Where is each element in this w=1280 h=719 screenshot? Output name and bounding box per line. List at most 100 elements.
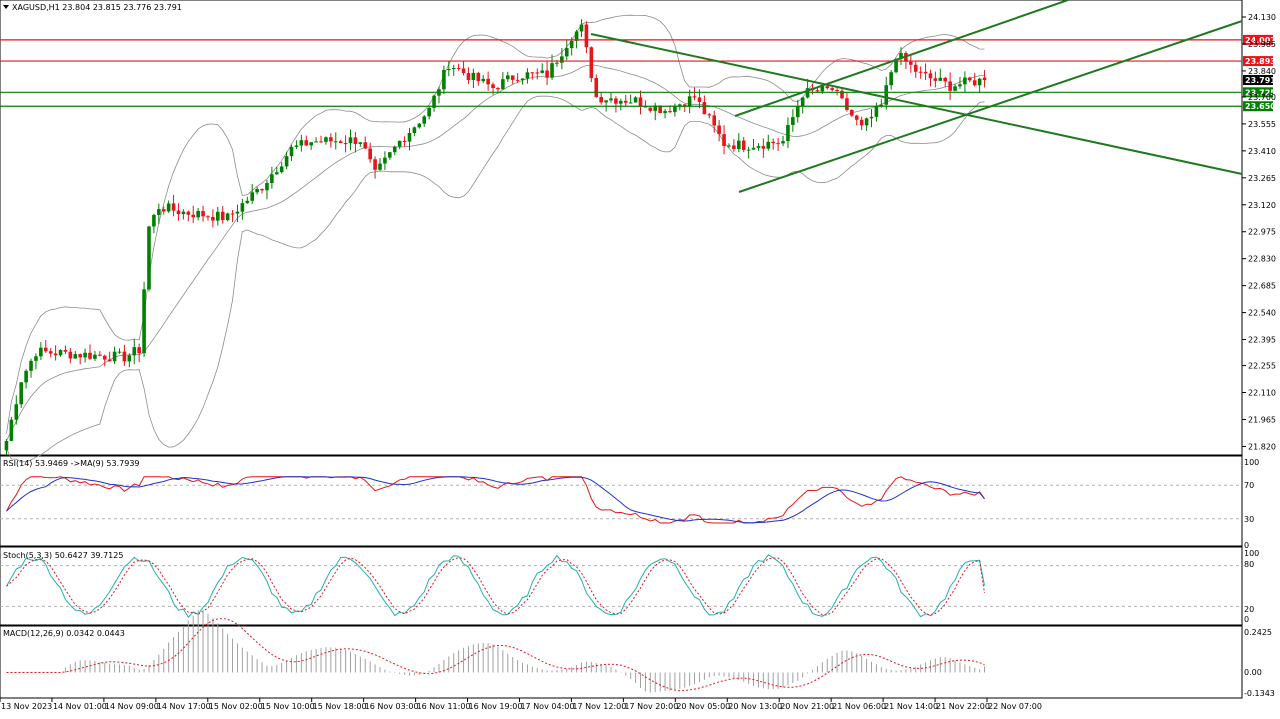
candle-body <box>673 105 677 113</box>
candle-body <box>486 78 490 85</box>
candle-body <box>319 141 323 143</box>
price-tick-label: 22.540 <box>1248 309 1276 318</box>
candle-body <box>520 78 525 80</box>
trendline-2[interactable] <box>734 0 1069 117</box>
candle-body <box>800 97 805 107</box>
candle-body <box>619 100 623 104</box>
candle-body <box>324 137 328 142</box>
time-tick-label: 20 Nov 05:00 <box>676 702 730 711</box>
candle-body <box>127 355 132 362</box>
candle-body <box>43 347 48 352</box>
candle-body <box>447 68 451 71</box>
candle-body <box>407 132 412 142</box>
candle-body <box>451 68 456 70</box>
time-tick-label: 21 Nov 14:00 <box>884 702 938 711</box>
candle-body <box>343 143 348 145</box>
candle-body <box>771 141 775 144</box>
rsi-pane[interactable] <box>0 455 1243 547</box>
candle-body <box>540 70 544 73</box>
candle-body <box>869 116 874 119</box>
time-tick-label: 15 Nov 02:00 <box>209 702 263 711</box>
price-tick-label: 23.985 <box>1248 40 1276 49</box>
candle-body <box>766 141 771 149</box>
candle-body <box>397 140 402 147</box>
candle-body <box>39 347 43 357</box>
candle-body <box>211 216 215 221</box>
candle-body <box>348 137 353 144</box>
candle-body <box>220 211 225 221</box>
candle-body <box>181 211 186 215</box>
candle-body <box>230 213 235 215</box>
candle-body <box>899 53 903 59</box>
candle-body <box>112 351 117 362</box>
time-tick-label: 22 Nov 07:00 <box>988 702 1042 711</box>
main-price-pane[interactable] <box>0 0 1243 456</box>
candle-body <box>982 77 987 81</box>
candle-body <box>299 140 304 146</box>
candle-body <box>746 149 751 151</box>
bollinger-lower-line <box>6 95 985 463</box>
level-tag-24.007 <box>1243 34 1273 45</box>
trendline-3[interactable] <box>738 20 1243 193</box>
symbol-dropdown-icon[interactable] <box>3 5 9 9</box>
candle-body <box>161 209 166 212</box>
candle-body <box>972 80 977 86</box>
candle-body <box>78 354 82 358</box>
candle-body <box>388 152 392 158</box>
candle-body <box>574 31 579 41</box>
candlestick-series <box>4 19 987 456</box>
candle-body <box>53 353 58 356</box>
candle-body <box>958 84 962 87</box>
trendline-1[interactable] <box>590 33 1243 175</box>
candle-body <box>776 143 780 145</box>
candle-body <box>850 109 854 116</box>
rsi-label: RSI(14) 53.9469 ->MA(9) 53.7939 <box>3 459 140 468</box>
rsi-ma-line <box>6 476 985 524</box>
candle-body <box>98 354 102 356</box>
candle-body <box>19 382 24 405</box>
candle-body <box>643 106 648 108</box>
candle-body <box>732 145 736 150</box>
candle-body <box>963 77 967 85</box>
candle-body <box>166 203 171 212</box>
candle-body <box>4 440 9 451</box>
candle-body <box>653 105 658 111</box>
price-tick-label: 22.685 <box>1248 282 1276 291</box>
candle-body <box>717 125 721 135</box>
candle-body <box>191 214 196 218</box>
candle-body <box>481 78 486 82</box>
candle-body <box>274 172 279 175</box>
candle-body <box>638 97 643 107</box>
candle-body <box>727 145 731 147</box>
candle-body <box>835 89 839 91</box>
candle-body <box>456 68 461 70</box>
candle-body <box>510 75 515 80</box>
candle-body <box>501 79 505 90</box>
price-tick-label: 23.265 <box>1248 174 1276 183</box>
candle-body <box>496 87 500 90</box>
candle-body <box>171 203 176 211</box>
candle-body <box>736 140 741 150</box>
stoch-tick-0: 0 <box>1244 615 1249 624</box>
candle-body <box>781 141 785 144</box>
time-tick-label: 15 Nov 18:00 <box>313 702 367 711</box>
trendlines[interactable] <box>590 0 1243 193</box>
candle-body <box>265 183 269 191</box>
candle-body <box>9 419 14 441</box>
macd-pane[interactable] <box>0 625 1243 699</box>
time-tick-label: 14 Nov 01:00 <box>53 702 107 711</box>
stoch-tick-100: 100 <box>1244 549 1259 558</box>
candle-body <box>83 352 87 358</box>
candle-body <box>368 148 372 160</box>
symbol-ohlc-label: XAGUSD,H1 23.804 23.815 23.776 23.791 <box>12 3 182 12</box>
candle-body <box>142 289 146 354</box>
price-tick-label: 23.700 <box>1248 93 1276 102</box>
candle-body <box>417 123 422 128</box>
price-tick-label: 22.830 <box>1248 255 1276 264</box>
rsi-line <box>6 476 985 524</box>
bollinger-bands <box>6 14 985 463</box>
rsi-tick-70: 70 <box>1244 481 1254 490</box>
time-tick-label: 21 Nov 06:00 <box>832 702 886 711</box>
